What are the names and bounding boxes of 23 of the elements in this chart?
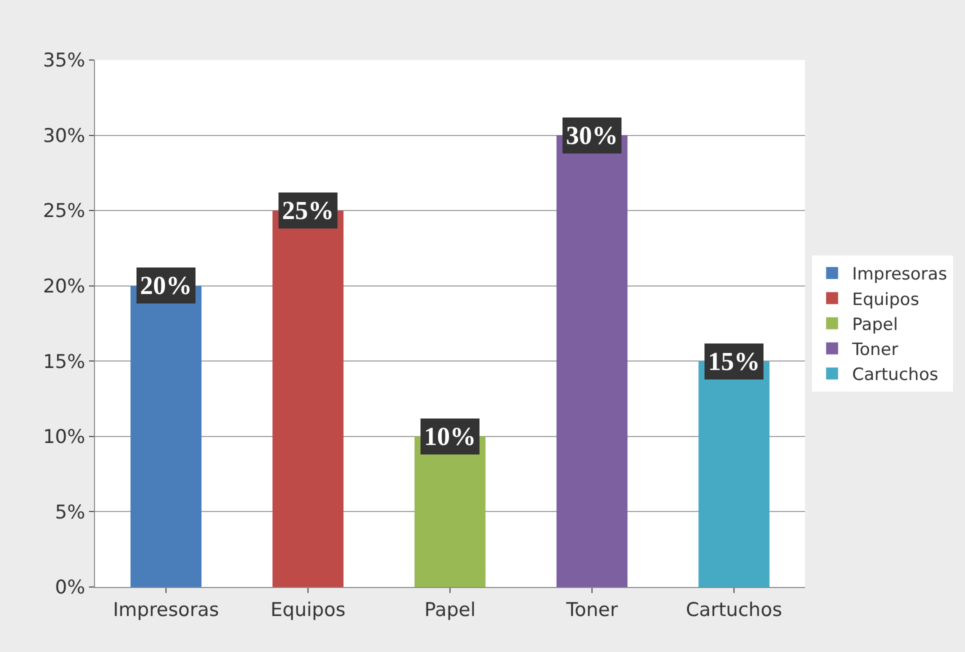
data-label: 15% bbox=[708, 347, 760, 376]
legend-label: Equipos bbox=[852, 290, 920, 310]
y-tick-label: 15% bbox=[42, 350, 86, 373]
data-label: 10% bbox=[424, 422, 476, 451]
x-tick-label: Cartuchos bbox=[686, 598, 782, 621]
legend-label: Impresoras bbox=[852, 264, 948, 285]
data-label: 30% bbox=[566, 121, 618, 150]
legend-label: Cartuchos bbox=[852, 365, 938, 386]
x-tick-label: Impresoras bbox=[112, 598, 220, 621]
legend-label: Toner bbox=[851, 340, 898, 360]
y-tick-label: 25% bbox=[42, 200, 86, 222]
y-tick-label: 20% bbox=[42, 276, 86, 298]
data-label: 25% bbox=[282, 196, 334, 225]
data-label: 20% bbox=[140, 271, 192, 300]
legend-label: Papel bbox=[852, 314, 898, 335]
y-tick-label: 35% bbox=[42, 50, 86, 72]
x-tick-label: Equipos bbox=[270, 598, 346, 621]
y-tick-label: 5% bbox=[55, 501, 86, 524]
y-tick-label: 10% bbox=[42, 426, 86, 448]
x-tick-label: Toner bbox=[565, 598, 618, 621]
y-tick-label: 30% bbox=[42, 124, 86, 147]
x-tick-label: Papel bbox=[424, 598, 476, 621]
y-tick-label: 0% bbox=[55, 576, 86, 599]
